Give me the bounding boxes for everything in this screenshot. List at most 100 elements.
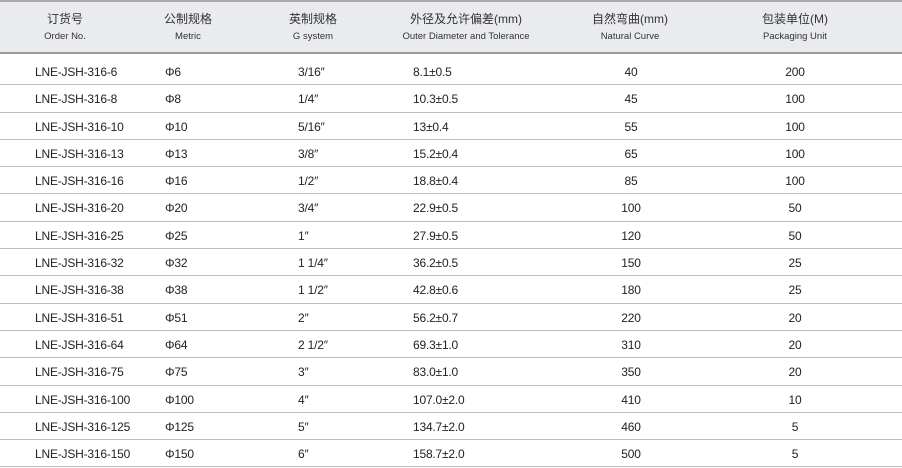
cell-outer-diameter: 134.7±2.0 <box>413 419 465 434</box>
header-g-system: 英制规格 G system <box>289 11 337 45</box>
cell-packaging-unit: 50 <box>788 201 802 216</box>
cell-metric: Φ10 <box>165 119 188 134</box>
cell-g-system: 4″ <box>298 392 309 407</box>
table-row: LNE-JSH-316-38 Φ38 1 1/2″ 42.8±0.6 180 25 <box>0 276 902 304</box>
cell-metric: Φ100 <box>165 392 194 407</box>
cell-g-system: 1/2″ <box>298 174 319 189</box>
cell-packaging-unit: 5 <box>791 419 799 434</box>
cell-natural-curve: 100 <box>621 201 641 216</box>
cell-order-no: LNE-JSH-316-125 <box>35 419 131 434</box>
table-header: 订货号 Order No. 公制规格 Metric 英制规格 G system 外径及允许偏… <box>0 0 902 54</box>
cell-g-system: 1 1/2″ <box>298 283 328 298</box>
cell-packaging-unit: 100 <box>785 146 805 161</box>
header-zh: 外径及允许偏差(mm) <box>410 12 522 26</box>
cell-order-no: LNE-JSH-316-6 <box>35 65 118 79</box>
cell-packaging-unit: 10 <box>788 392 802 407</box>
cell-natural-curve: 150 <box>621 256 641 271</box>
header-packaging-unit: 包装单位(M) Packaging Unit <box>762 11 828 45</box>
header-en: Order No. <box>44 31 86 42</box>
table-row: LNE-JSH-316-13 Φ13 3/8″ 15.2±0.4 65 100 <box>0 140 902 168</box>
cell-order-no: LNE-JSH-316-38 <box>35 283 124 298</box>
header-outer-diameter: 外径及允许偏差(mm) Outer Diameter and Tolerance <box>402 11 529 45</box>
cell-packaging-unit: 5 <box>791 447 799 462</box>
cell-outer-diameter: 22.9±0.5 <box>413 201 459 216</box>
table-row: LNE-JSH-316-25 Φ25 1″ 27.9±0.5 120 50 <box>0 222 902 250</box>
header-zh: 英制规格 <box>288 12 338 26</box>
cell-natural-curve: 220 <box>621 310 641 325</box>
cell-natural-curve: 120 <box>621 228 641 243</box>
table-row: LNE-JSH-316-6 Φ6 3/16″ 8.1±0.5 40 200 <box>0 58 902 86</box>
table-row: LNE-JSH-316-150 Φ150 6″ 158.7±2.0 500 5 <box>0 440 902 468</box>
cell-outer-diameter: 18.8±0.4 <box>413 174 459 189</box>
header-natural-curve: 自然弯曲(mm) Natural Curve <box>592 11 668 45</box>
table-row: LNE-JSH-316-10 Φ10 5/16″ 13±0.4 55 100 <box>0 113 902 140</box>
cell-packaging-unit: 50 <box>788 228 802 243</box>
cell-outer-diameter: 158.7±2.0 <box>413 447 465 462</box>
cell-natural-curve: 55 <box>624 119 638 134</box>
cell-outer-diameter: 42.8±0.6 <box>413 283 459 298</box>
cell-natural-curve: 65 <box>624 146 638 161</box>
cell-metric: Φ125 <box>165 419 194 434</box>
header-zh: 公制规格 <box>163 12 213 26</box>
table-row: LNE-JSH-316-20 Φ20 3/4″ 22.9±0.5 100 50 <box>0 194 902 222</box>
cell-g-system: 1 1/4″ <box>298 256 328 271</box>
cell-packaging-unit: 20 <box>788 365 802 380</box>
cell-outer-diameter: 36.2±0.5 <box>413 256 459 271</box>
table-row: LNE-JSH-316-100 Φ100 4″ 107.0±2.0 410 10 <box>0 386 902 413</box>
table-row: LNE-JSH-316-16 Φ16 1/2″ 18.8±0.4 85 100 <box>0 167 902 195</box>
cell-order-no: LNE-JSH-316-100 <box>35 392 131 407</box>
cell-metric: Φ6 <box>165 65 181 79</box>
cell-natural-curve: 45 <box>624 92 638 107</box>
cell-natural-curve: 460 <box>621 419 641 434</box>
header-zh: 自然弯曲(mm) <box>592 12 668 26</box>
cell-outer-diameter: 15.2±0.4 <box>413 146 459 161</box>
cell-metric: Φ32 <box>165 256 188 271</box>
cell-metric: Φ20 <box>165 201 188 216</box>
cell-g-system: 2″ <box>298 310 309 325</box>
cell-packaging-unit: 200 <box>785 65 805 79</box>
header-metric: 公制规格 Metric <box>164 11 212 45</box>
cell-metric: Φ8 <box>165 92 181 107</box>
cell-order-no: LNE-JSH-316-20 <box>35 201 124 216</box>
cell-metric: Φ64 <box>165 337 188 352</box>
cell-metric: Φ75 <box>165 365 188 380</box>
header-en: Outer Diameter and Tolerance <box>402 31 530 42</box>
table-row: LNE-JSH-316-64 Φ64 2 1/2″ 69.3±1.0 310 20 <box>0 331 902 359</box>
header-en: Metric <box>175 31 201 42</box>
table-body: LNE-JSH-316-6 Φ6 3/16″ 8.1±0.5 40 200 LNE-JSH-… <box>0 58 902 468</box>
cell-packaging-unit: 20 <box>788 310 802 325</box>
cell-metric: Φ13 <box>165 146 188 161</box>
cell-outer-diameter: 8.1±0.5 <box>413 65 452 79</box>
table-row: LNE-JSH-316-75 Φ75 3″ 83.0±1.0 350 20 <box>0 358 902 386</box>
cell-packaging-unit: 25 <box>788 283 802 298</box>
cell-metric: Φ51 <box>165 310 188 325</box>
cell-natural-curve: 410 <box>621 392 641 407</box>
cell-order-no: LNE-JSH-316-51 <box>35 310 124 325</box>
table-row: LNE-JSH-316-125 Φ125 5″ 134.7±2.0 460 5 <box>0 413 902 441</box>
cell-g-system: 3″ <box>298 365 309 380</box>
cell-g-system: 2 1/2″ <box>298 337 328 352</box>
table-row: LNE-JSH-316-8 Φ8 1/4″ 10.3±0.5 45 100 <box>0 85 902 113</box>
cell-g-system: 3/16″ <box>298 65 325 79</box>
cell-natural-curve: 310 <box>621 337 641 352</box>
cell-natural-curve: 85 <box>624 174 638 189</box>
cell-order-no: LNE-JSH-316-8 <box>35 92 118 107</box>
cell-outer-diameter: 27.9±0.5 <box>413 228 459 243</box>
cell-g-system: 3/4″ <box>298 201 319 216</box>
cell-order-no: LNE-JSH-316-75 <box>35 365 124 380</box>
cell-g-system: 5/16″ <box>298 119 325 134</box>
cell-metric: Φ25 <box>165 228 188 243</box>
cell-g-system: 6″ <box>298 447 309 462</box>
cell-outer-diameter: 56.2±0.7 <box>413 310 459 325</box>
header-en: Packaging Unit <box>763 31 827 42</box>
cell-g-system: 5″ <box>298 419 309 434</box>
cell-order-no: LNE-JSH-316-16 <box>35 174 124 189</box>
cell-packaging-unit: 20 <box>788 337 802 352</box>
cell-g-system: 1/4″ <box>298 92 319 107</box>
table-row: LNE-JSH-316-32 Φ32 1 1/4″ 36.2±0.5 150 25 <box>0 249 902 277</box>
cell-outer-diameter: 107.0±2.0 <box>413 392 465 407</box>
header-order-no: 订货号 Order No. <box>44 11 86 45</box>
cell-packaging-unit: 25 <box>788 256 802 271</box>
cell-packaging-unit: 100 <box>785 92 805 107</box>
